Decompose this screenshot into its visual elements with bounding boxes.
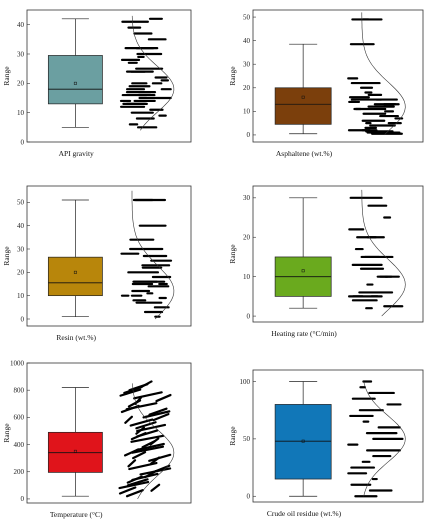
box-iqr — [47, 55, 103, 105]
chart-panel-6: 0 50 100 Range Crude oil residue (wt.%) — [228, 369, 424, 518]
data-point — [152, 412, 170, 422]
data-point — [126, 478, 149, 487]
data-point — [127, 459, 137, 468]
x-axis-label: Asphaltene (wt.%) — [276, 149, 333, 158]
y-axis-label: Range — [2, 246, 11, 266]
density-curve — [363, 381, 406, 497]
density-curve — [132, 383, 175, 500]
y-tick-label: 200 — [14, 468, 25, 476]
y-tick-label: 0 — [247, 493, 251, 501]
data-point — [129, 418, 154, 427]
x-axis-label: API gravity — [59, 149, 94, 158]
density-curve — [361, 189, 406, 317]
data-point — [119, 388, 142, 397]
plot-frame — [26, 185, 192, 327]
data-point — [136, 429, 159, 438]
plot-frame — [252, 185, 424, 323]
x-axis-label: Heating rate (°C/min) — [271, 329, 337, 338]
y-axis-label: Range — [228, 66, 237, 86]
y-tick-label: 50 — [243, 13, 251, 21]
y-tick-label: 10 — [243, 108, 251, 116]
y-axis-label: Range — [228, 244, 237, 264]
data-point — [139, 380, 153, 389]
y-tick-label: 40 — [17, 21, 25, 29]
data-point — [142, 410, 171, 419]
y-tick-label: 10 — [17, 292, 25, 300]
data-point — [125, 489, 144, 498]
plot-frame — [26, 9, 192, 143]
data-point — [155, 393, 172, 403]
y-tick-label: 40 — [17, 222, 25, 230]
y-axis-label: Range — [2, 66, 11, 86]
data-point — [118, 486, 137, 495]
y-tick-label: 10 — [17, 109, 25, 117]
y-tick-label: 50 — [243, 435, 251, 443]
x-axis-label: Crude oil residue (wt.%) — [267, 509, 342, 518]
y-tick-label: 600 — [14, 414, 25, 422]
chart-panel-3: 0 10 20 30 40 50 Range Resin (wt.%) — [2, 185, 192, 342]
data-point — [124, 415, 133, 424]
box-mean-marker — [301, 269, 305, 273]
y-tick-label: 30 — [243, 194, 251, 202]
y-tick-label: 20 — [17, 269, 25, 277]
plot-frame — [252, 9, 424, 143]
density-curve — [131, 15, 175, 131]
y-tick-label: 0 — [21, 315, 25, 323]
x-axis-label: Temperature (°C) — [50, 510, 103, 519]
box-iqr — [274, 404, 332, 480]
data-point — [150, 483, 161, 492]
data-point — [132, 451, 147, 460]
data-point — [135, 421, 157, 430]
y-tick-label: 10 — [243, 273, 251, 281]
box-mean-marker — [301, 95, 305, 99]
y-tick-label: 20 — [17, 80, 25, 88]
y-tick-label: 20 — [243, 84, 251, 92]
y-tick-label: 30 — [17, 245, 25, 253]
data-point — [118, 480, 150, 490]
x-axis-label: Resin (wt.%) — [56, 333, 96, 342]
chart-panel-2: 0 10 20 30 40 50 Range Asphaltene (wt.%) — [228, 9, 424, 158]
y-axis-label: Range — [228, 426, 237, 446]
data-point — [130, 434, 165, 443]
y-tick-label: 0 — [21, 495, 25, 503]
plot-frame — [252, 369, 424, 503]
box-mean-marker — [73, 270, 77, 274]
box-iqr — [274, 87, 332, 125]
box-iqr — [47, 256, 103, 297]
data-point — [131, 445, 165, 454]
box-mean-marker — [73, 81, 77, 85]
box-mean-marker — [301, 439, 305, 443]
y-tick-label: 20 — [243, 234, 251, 242]
y-tick-label: 0 — [21, 138, 25, 146]
density-curve — [131, 190, 175, 320]
y-tick-label: 800 — [14, 386, 25, 394]
chart-panel-4: 0 10 20 30 Range Heating rate (°C/min) — [228, 185, 424, 338]
y-tick-label: 400 — [14, 441, 25, 449]
data-point — [136, 423, 167, 433]
y-axis-label: Range — [2, 423, 11, 443]
y-tick-label: 30 — [17, 50, 25, 58]
data-point — [148, 407, 168, 416]
density-curve — [361, 12, 406, 136]
y-tick-label: 30 — [243, 61, 251, 69]
y-tick-label: 100 — [240, 378, 251, 386]
plot-frame — [26, 362, 192, 504]
y-tick-label: 0 — [247, 131, 251, 139]
chart-panel-5: 0 200 400 600 800 1000 Range Temperature (°C) — [2, 359, 192, 519]
y-tick-label: 1000 — [10, 359, 25, 367]
data-point — [133, 391, 163, 400]
data-point — [149, 437, 160, 446]
data-point — [148, 453, 172, 462]
box-mean-marker — [73, 449, 77, 453]
data-point — [135, 442, 165, 452]
y-tick-label: 50 — [17, 199, 25, 207]
y-tick-label: 40 — [243, 37, 251, 45]
chart-panel-1: 0 10 20 30 40 Range API gravity — [2, 9, 192, 158]
data-point — [125, 402, 158, 411]
y-tick-label: 0 — [247, 312, 251, 320]
